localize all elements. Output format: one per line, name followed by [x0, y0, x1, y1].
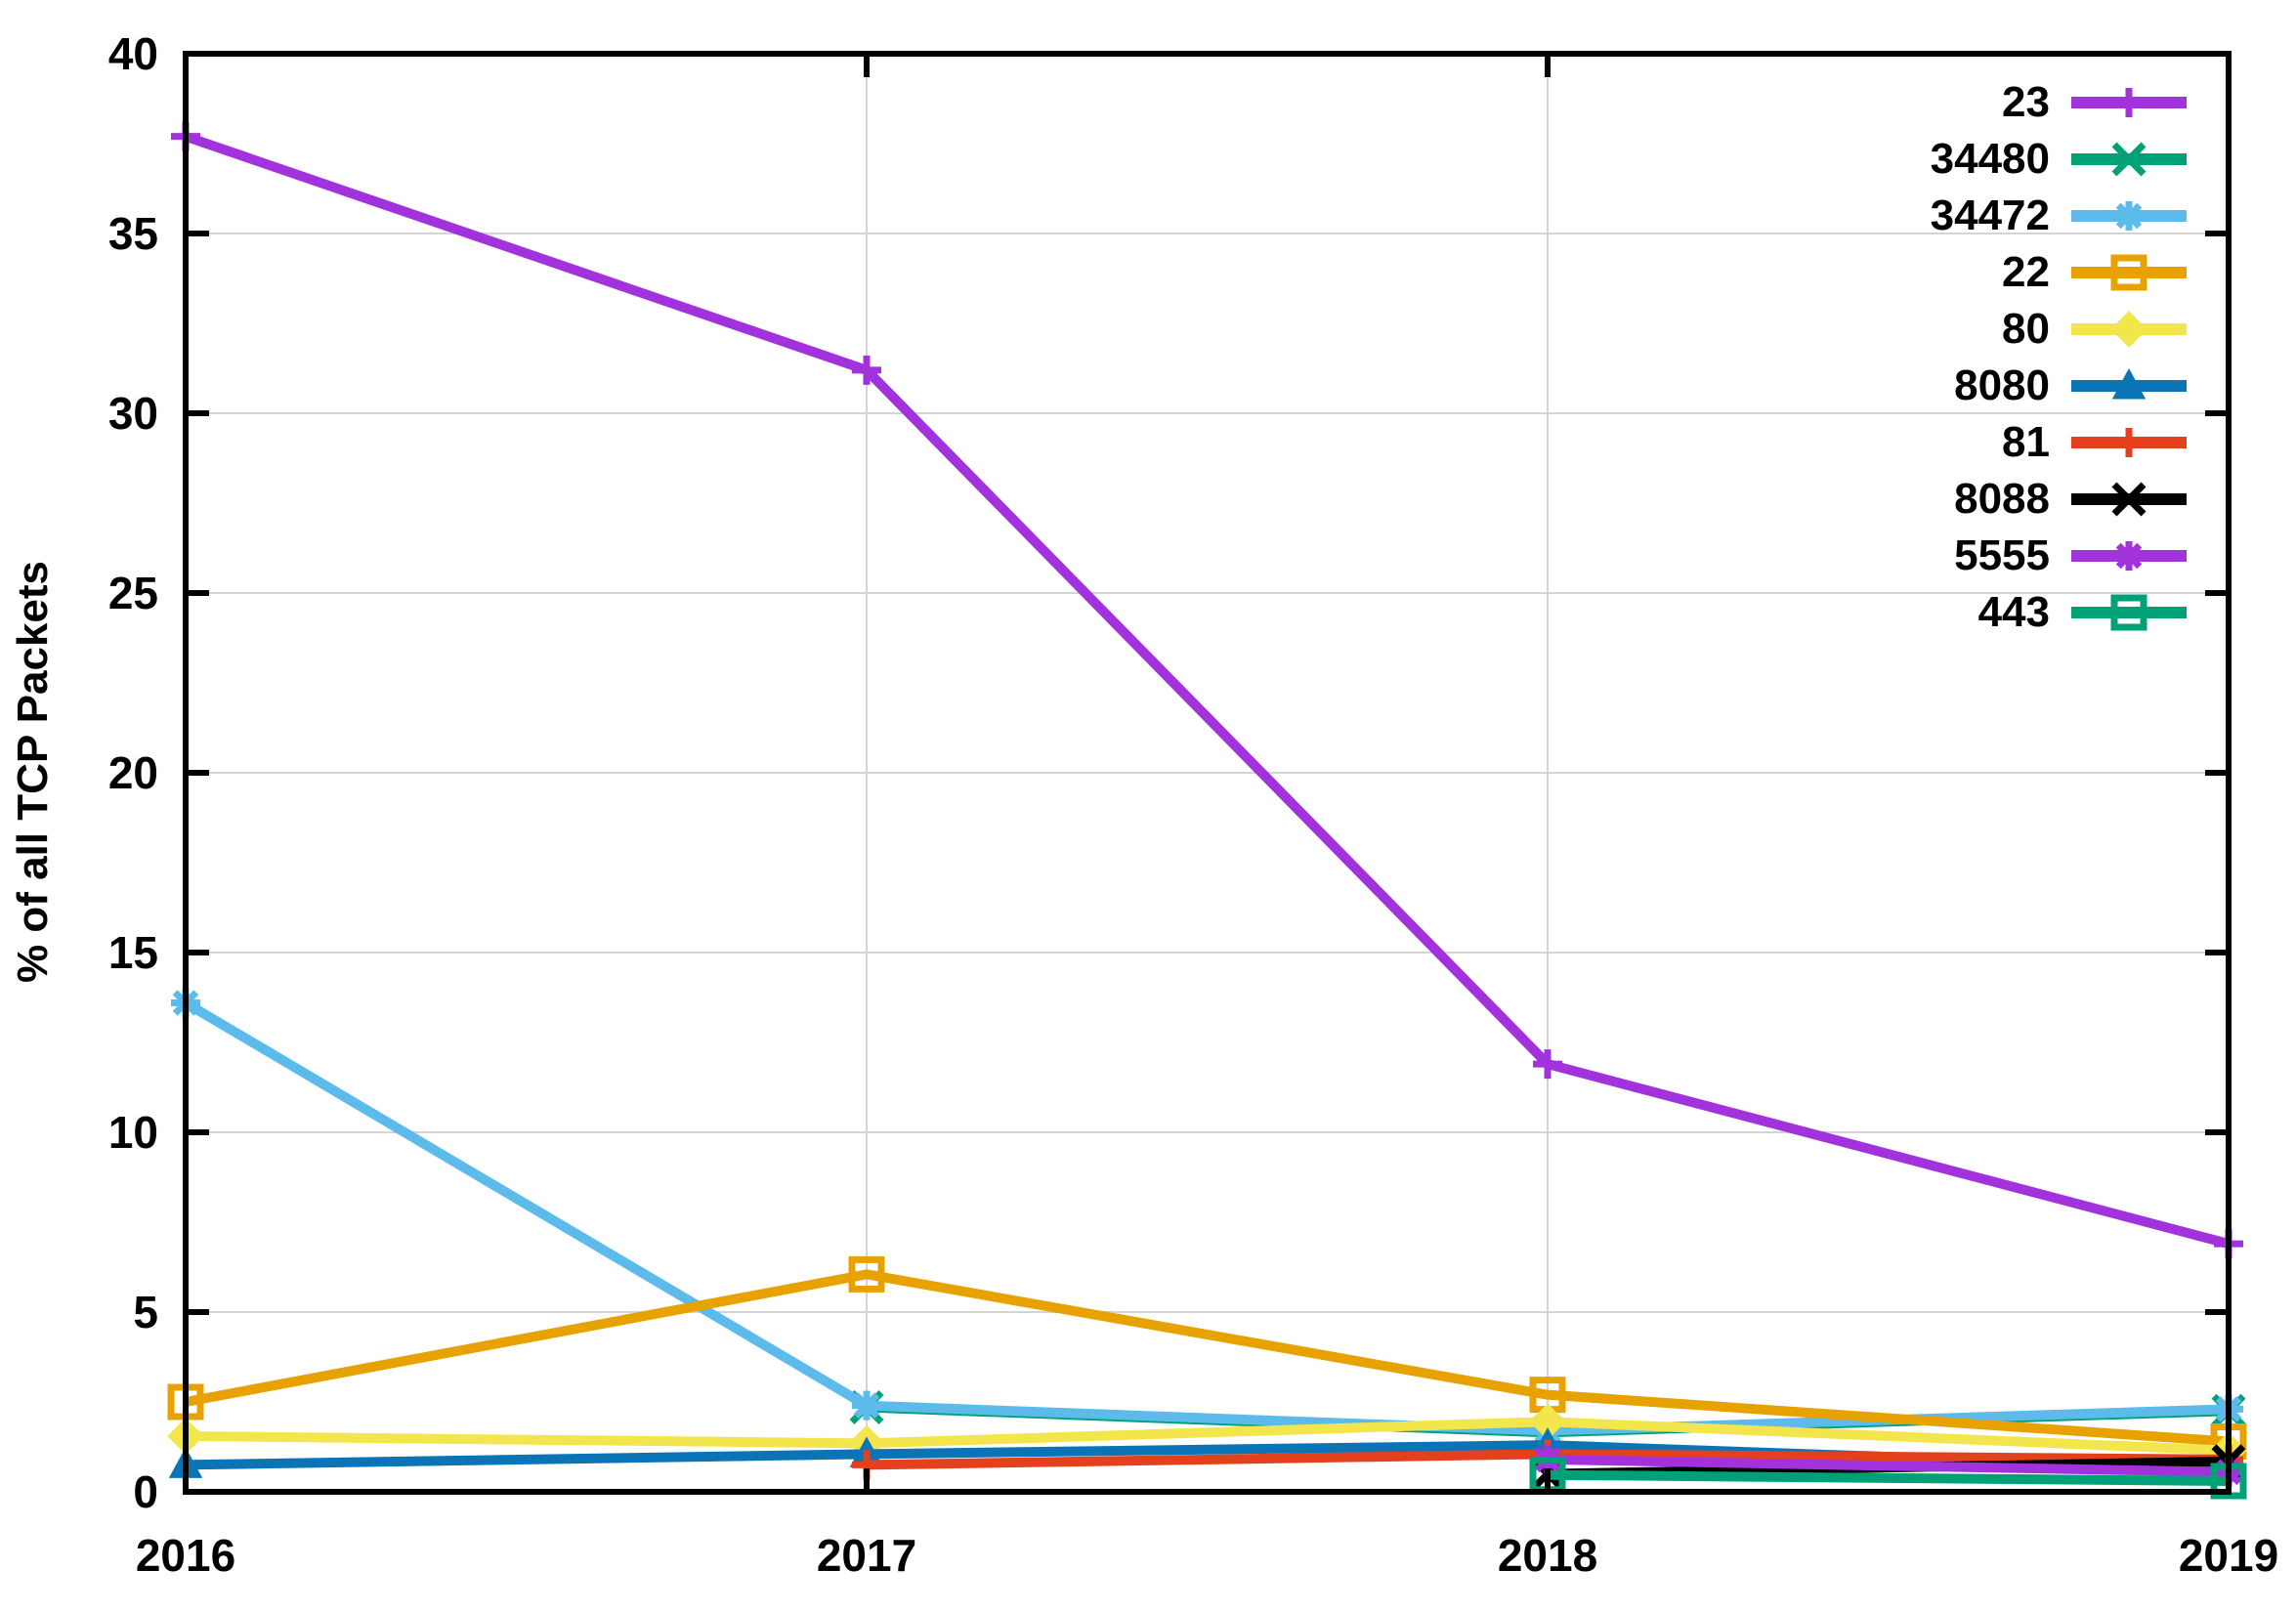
legend-key-asterisk-icon — [2071, 201, 2187, 231]
legend-item-443: 443 — [1931, 584, 2187, 641]
legend-label: 8080 — [1954, 361, 2050, 409]
legend-item-23: 23 — [1931, 74, 2187, 131]
legend-key-cross-icon — [2071, 482, 2187, 517]
legend-key-square-open-icon — [2071, 594, 2187, 631]
y-tick-label: 40 — [108, 28, 158, 79]
legend-key-diamond-icon — [2071, 311, 2187, 348]
legend-item-34472: 34472 — [1931, 188, 2187, 244]
series-marker-23 — [1533, 1049, 1562, 1080]
series-marker-443 — [2210, 1463, 2247, 1500]
legend-key-cross-icon — [2071, 142, 2187, 177]
legend-label: 5555 — [1954, 531, 2050, 579]
legend-label: 8088 — [1954, 475, 2050, 523]
x-tick-label: 2016 — [136, 1530, 235, 1581]
legend-label: 443 — [1977, 588, 2050, 636]
legend-item-8088: 8088 — [1931, 471, 2187, 528]
series-line-5555 — [1547, 1454, 2230, 1477]
legend-key-plus-icon — [2071, 428, 2187, 457]
series-marker-80 — [1529, 1403, 1566, 1440]
x-tick-label: 2018 — [1498, 1530, 1597, 1581]
y-tick-label: 0 — [133, 1466, 158, 1517]
legend-label: 80 — [2002, 305, 2050, 353]
chart-legend: 23 34480 34472 22 80 8080 81 8088 5555 443 — [1931, 74, 2187, 641]
y-axis-title: % of all TCP Packets — [9, 560, 57, 984]
series-line-22 — [185, 1269, 2230, 1447]
y-tick-label: 25 — [108, 568, 158, 618]
x-tick-label: 2019 — [2179, 1530, 2278, 1581]
legend-item-81: 81 — [1931, 414, 2187, 471]
series-line-23 — [184, 131, 2231, 1249]
series-line-443 — [1547, 1469, 2230, 1486]
legend-item-8080: 8080 — [1931, 358, 2187, 414]
legend-item-34480: 34480 — [1931, 131, 2187, 188]
legend-key-plus-icon — [2071, 88, 2187, 117]
legend-item-80: 80 — [1931, 301, 2187, 358]
x-tick-label: 2017 — [817, 1530, 916, 1581]
legend-label: 34480 — [1930, 135, 2050, 183]
y-tick-label: 20 — [108, 747, 158, 798]
legend-label: 34472 — [1930, 191, 2050, 239]
legend-item-5555: 5555 — [1931, 528, 2187, 584]
series-marker-34472 — [852, 1390, 881, 1421]
series-marker-23 — [852, 355, 881, 385]
legend-item-22: 22 — [1931, 244, 2187, 301]
series-marker-22 — [848, 1255, 885, 1293]
legend-label: 81 — [2002, 418, 2050, 466]
y-tick-label: 5 — [133, 1287, 158, 1337]
y-tick-label: 35 — [108, 208, 158, 259]
y-tick-label: 15 — [108, 927, 158, 978]
legend-key-square-open-icon — [2071, 254, 2187, 291]
series-marker-22 — [167, 1383, 204, 1421]
y-tick-label: 10 — [108, 1107, 158, 1158]
y-tick-label: 30 — [108, 388, 158, 439]
legend-key-asterisk-icon — [2071, 541, 2187, 571]
series-line-34472 — [183, 998, 2230, 1436]
legend-label: 23 — [2002, 78, 2050, 126]
legend-label: 22 — [2002, 248, 2050, 296]
series-marker-22 — [1529, 1377, 1566, 1414]
series-line-80 — [185, 1417, 2230, 1456]
legend-key-triangle-icon — [2071, 368, 2187, 400]
